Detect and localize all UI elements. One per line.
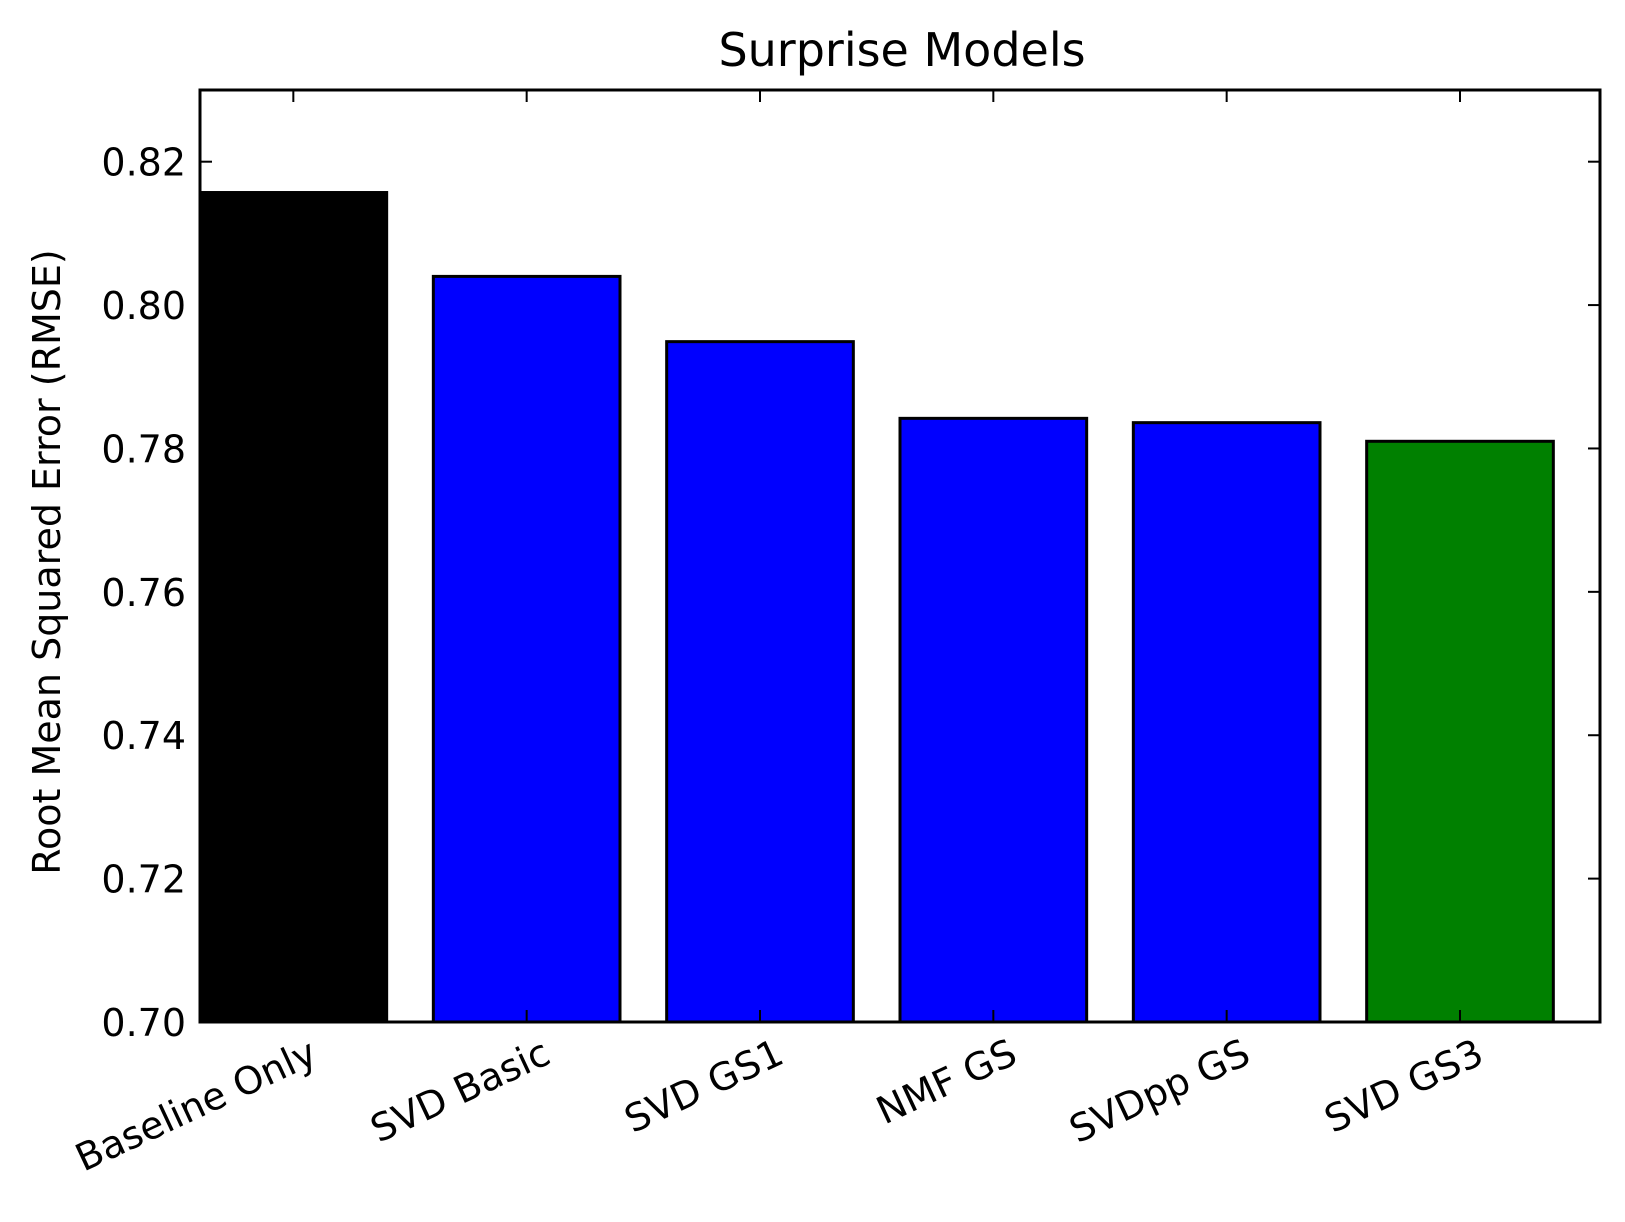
bar-nmf-gs <box>898 416 1089 1024</box>
bar-svd-basic <box>431 274 622 1024</box>
y-tick-label: 0.72 <box>101 858 186 902</box>
y-axis-title: Root Mean Squared Error (RMSE) <box>25 249 69 874</box>
ticks-layer <box>200 90 1600 1023</box>
y-tick-label: 0.82 <box>101 141 186 185</box>
bar-baseline-only <box>198 191 389 1024</box>
y-tick-label: 0.80 <box>101 284 186 328</box>
y-tick-label: 0.70 <box>101 1001 186 1045</box>
plot-frame <box>198 88 1602 1024</box>
bar-svdpp-gs <box>1131 421 1322 1024</box>
bar-svd-gs3 <box>1365 439 1555 1024</box>
y-tick-label: 0.76 <box>101 571 186 615</box>
bar-svd-gs1 <box>665 340 855 1024</box>
y-tick-label: 0.78 <box>101 427 186 471</box>
y-tick-label: 0.74 <box>101 714 186 758</box>
chart-title: Surprise Models <box>718 23 1085 77</box>
bars-layer <box>198 191 1555 1024</box>
